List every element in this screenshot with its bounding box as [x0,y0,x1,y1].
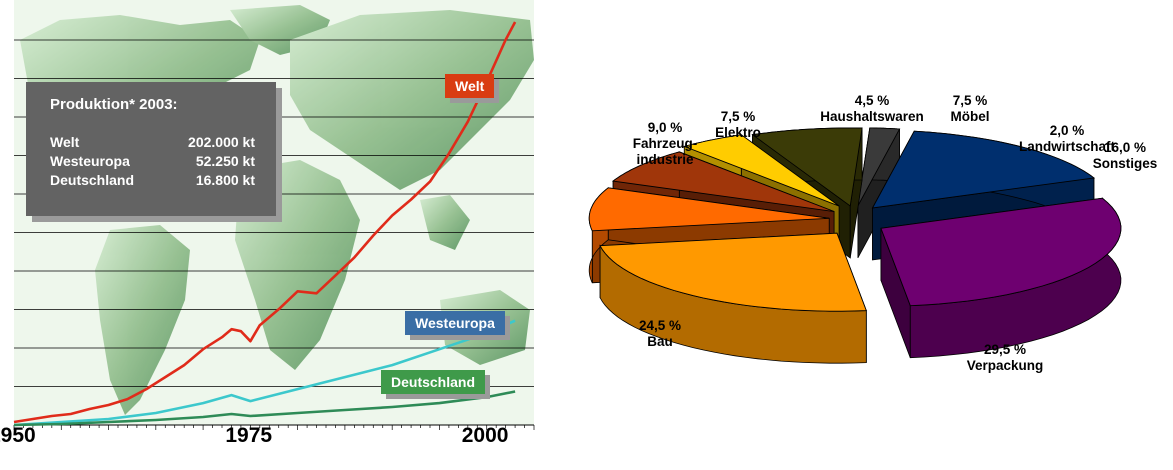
info-row-deutschland: Deutschland 16.800 kt [50,172,255,190]
series-label-westeuropa: Westeuropa [405,311,505,335]
pie-label-fahrzeugindustrie: 9,0 % Fahrzeug-industrie [633,120,698,168]
pie-label-name: Fahrzeug-industrie [633,136,698,168]
pie-label-haushaltswaren: 4,5 % Haushaltswaren [820,93,924,125]
info-row-value: 16.800 kt [196,172,255,188]
info-row-name: Deutschland [50,172,134,188]
info-row-name: Welt [50,134,79,150]
pie-label-name: Haushaltswaren [820,109,924,125]
pie-label-value: 4,5 % [820,93,924,109]
pie-label-name: Bau [639,334,681,350]
usage-pie-chart: 9,0 % Fahrzeug-industrie 7,5 % Elektro 4… [585,80,1173,400]
pie-label-value: 7,5 % [951,93,990,109]
info-row-value: 52.250 kt [196,153,255,169]
pie-label-sonstiges: 16,0 % Sonstiges [1093,140,1158,172]
x-tick-label-2000: 2000 [462,424,509,448]
info-box-title: Produktion* 2003: [50,96,178,113]
series-label-welt: Welt [445,74,494,98]
pie-label-elektro: 7,5 % Elektro [715,109,761,141]
production-info-box: Produktion* 2003: Welt 202.000 kt Westeu… [26,82,276,216]
pie-label-value: 7,5 % [715,109,761,125]
info-row-name: Westeuropa [50,153,130,169]
pie-label-value: 24,5 % [639,318,681,334]
info-row-westeuropa: Westeuropa 52.250 kt [50,153,255,171]
x-axis-ticks [14,425,534,430]
pie-label-value: 2,0 % [1019,123,1115,139]
pie-label-value: 16,0 % [1093,140,1158,156]
pie-label-name: Sonstiges [1093,156,1158,172]
pie-label-value: 9,0 % [633,120,698,136]
pie-label-moebel: 7,5 % Möbel [951,93,990,125]
pie-label-name: Elektro [715,125,761,141]
series-label-deutschland: Deutschland [381,370,485,394]
info-row-value: 202.000 kt [188,134,255,150]
pie-label-value: 29,5 % [967,342,1044,358]
x-tick-label-1975: 1975 [225,424,272,448]
pie-label-bau: 24,5 % Bau [639,318,681,350]
pie-label-name: Verpackung [967,358,1044,374]
pie-label-name: Möbel [951,109,990,125]
line-chart-svg [0,0,560,465]
info-row-welt: Welt 202.000 kt [50,134,255,152]
x-tick-label-1950: 1950 [0,424,36,448]
pie-label-verpackung: 29,5 % Verpackung [967,342,1044,374]
production-line-chart: 1950 1975 2000 Produktion* 2003: Welt 20… [0,0,560,465]
